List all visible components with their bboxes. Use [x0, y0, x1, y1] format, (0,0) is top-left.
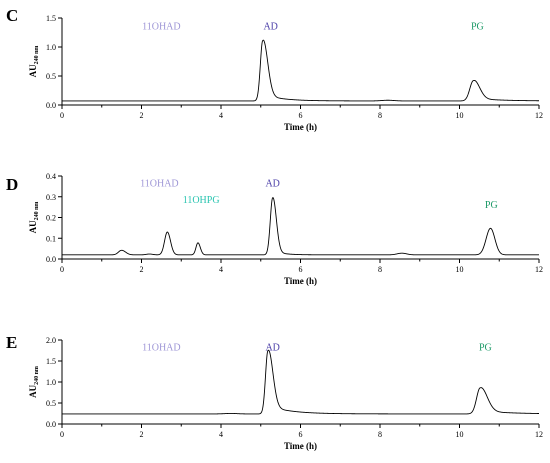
y-tick-label: 0.5	[46, 399, 56, 408]
panel-letter: D	[6, 175, 18, 194]
chromatogram-trace	[61, 39, 540, 102]
y-tick-label: 1.5	[46, 14, 56, 23]
y-axis-label-subscript: 240 nm	[34, 366, 40, 385]
peak-annotation: 11OHAD	[142, 22, 181, 33]
x-tick-label: 10	[456, 430, 464, 439]
chromatogram-trace	[61, 197, 540, 256]
x-tick-label: 8	[378, 265, 382, 274]
peak-annotation: AD	[265, 343, 279, 354]
x-tick-label: 2	[140, 265, 144, 274]
x-tick-label: 10	[456, 265, 464, 274]
y-tick-label: 0.0	[46, 420, 56, 429]
y-tick-label: 1.0	[46, 43, 56, 52]
peak-annotation: PG	[485, 200, 498, 211]
x-axis-label: Time (h)	[284, 441, 317, 451]
x-tick-label: 2	[140, 430, 144, 439]
x-tick-label: 8	[378, 111, 382, 120]
x-axis-label: Time (h)	[284, 276, 317, 286]
y-axis-label-subscript: 240 nm	[34, 46, 40, 65]
y-tick-label: 0.1	[46, 234, 56, 243]
x-tick-label: 0	[60, 111, 64, 120]
peak-annotation: 11OHAD	[140, 178, 179, 189]
x-tick-label: 6	[299, 430, 303, 439]
panel-c: C 0 2 4 6 8 10 12 0.0 0.5 1.0 1.5 Time (h) AU240 nm 11…	[6, 6, 543, 132]
y-axis-label-main: AU	[28, 384, 38, 397]
x-tick-label: 12	[535, 111, 543, 120]
panel-letter: C	[6, 6, 18, 25]
x-tick-label: 2	[140, 111, 144, 120]
y-tick-label: 0.3	[46, 193, 56, 202]
y-axis-label-subscript: 240 nm	[34, 202, 40, 221]
panel-letter: E	[6, 333, 17, 352]
y-tick-label: 1.5	[46, 357, 56, 366]
y-tick-label: 0.2	[46, 214, 56, 223]
peak-annotation: 11OHAD	[142, 343, 181, 354]
peak-annotation: PG	[479, 343, 492, 354]
x-axis-label: Time (h)	[284, 122, 317, 132]
x-tick-label: 12	[535, 430, 543, 439]
peak-annotation: AD	[265, 178, 279, 189]
y-axis-label: AU240 nm	[28, 46, 40, 78]
x-tick-label: 0	[60, 265, 64, 274]
x-tick-label: 4	[219, 430, 223, 439]
y-tick-label: 0.5	[46, 72, 56, 81]
peak-annotation: 11OHPG	[183, 195, 220, 206]
y-axis-label: AU240 nm	[28, 366, 40, 398]
y-tick-label: 1.0	[46, 378, 56, 387]
y-axis-label-main: AU	[28, 220, 38, 233]
x-tick-label: 6	[299, 111, 303, 120]
peak-annotation: AD	[263, 22, 277, 33]
x-tick-label: 4	[219, 111, 223, 120]
y-axis-label: AU240 nm	[28, 202, 40, 234]
panel-d: D 0 2 4 6 8 10 12 0.0 0.1 0.2 0.3 0.4 Time (h) AU240 n…	[6, 172, 543, 286]
y-tick-label: 0.0	[46, 255, 56, 264]
x-tick-label: 8	[378, 430, 382, 439]
y-tick-label: 2.0	[46, 336, 56, 345]
peak-annotation: PG	[471, 22, 484, 33]
x-tick-label: 6	[299, 265, 303, 274]
x-tick-label: 0	[60, 430, 64, 439]
x-tick-label: 12	[535, 265, 543, 274]
chromatogram-trace	[61, 349, 540, 415]
y-axis-label-main: AU	[28, 64, 38, 77]
panel-e: E 0 2 4 6 8 10 12 0.0 0.5 1.0 1.5 2.0 Time (h) AU240 n…	[6, 333, 543, 451]
x-tick-label: 10	[456, 111, 464, 120]
x-tick-label: 4	[219, 265, 223, 274]
y-tick-label: 0.0	[46, 101, 56, 110]
y-tick-label: 0.4	[46, 172, 56, 181]
